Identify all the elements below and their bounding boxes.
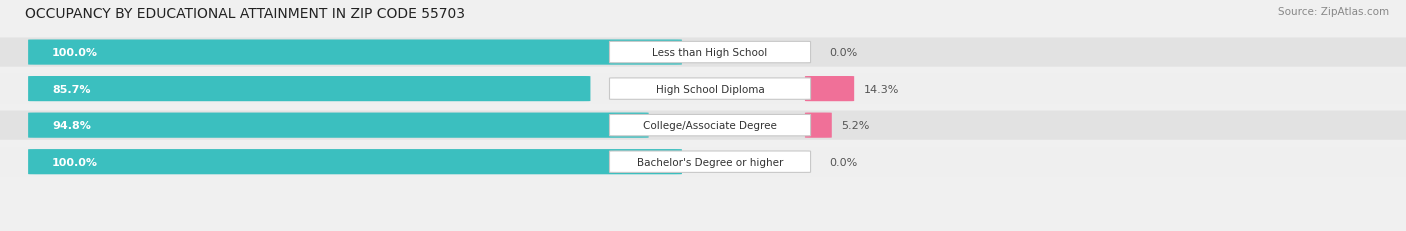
Text: 100.0%: 100.0% [52,48,98,58]
Text: High School Diploma: High School Diploma [655,84,765,94]
FancyBboxPatch shape [0,111,1406,140]
Text: 0.0%: 0.0% [830,157,858,167]
FancyBboxPatch shape [610,115,810,136]
FancyBboxPatch shape [0,75,1406,104]
Text: Source: ZipAtlas.com: Source: ZipAtlas.com [1278,7,1389,17]
FancyBboxPatch shape [610,79,810,100]
Text: 14.3%: 14.3% [865,84,900,94]
FancyBboxPatch shape [28,149,682,175]
FancyBboxPatch shape [610,151,810,173]
FancyBboxPatch shape [28,77,591,102]
Legend: Owner-occupied, Renter-occupied: Owner-occupied, Renter-occupied [582,228,824,231]
Text: College/Associate Degree: College/Associate Degree [643,121,778,131]
Text: Bachelor's Degree or higher: Bachelor's Degree or higher [637,157,783,167]
Text: 85.7%: 85.7% [52,84,90,94]
FancyBboxPatch shape [806,77,855,102]
Text: 100.0%: 100.0% [52,157,98,167]
Text: 0.0%: 0.0% [830,48,858,58]
FancyBboxPatch shape [0,147,1406,176]
Text: Less than High School: Less than High School [652,48,768,58]
Text: 94.8%: 94.8% [52,121,91,131]
FancyBboxPatch shape [28,40,682,65]
FancyBboxPatch shape [0,38,1406,67]
FancyBboxPatch shape [806,113,832,138]
Text: 5.2%: 5.2% [842,121,870,131]
FancyBboxPatch shape [28,113,648,138]
FancyBboxPatch shape [610,42,810,64]
Text: OCCUPANCY BY EDUCATIONAL ATTAINMENT IN ZIP CODE 55703: OCCUPANCY BY EDUCATIONAL ATTAINMENT IN Z… [25,7,465,21]
